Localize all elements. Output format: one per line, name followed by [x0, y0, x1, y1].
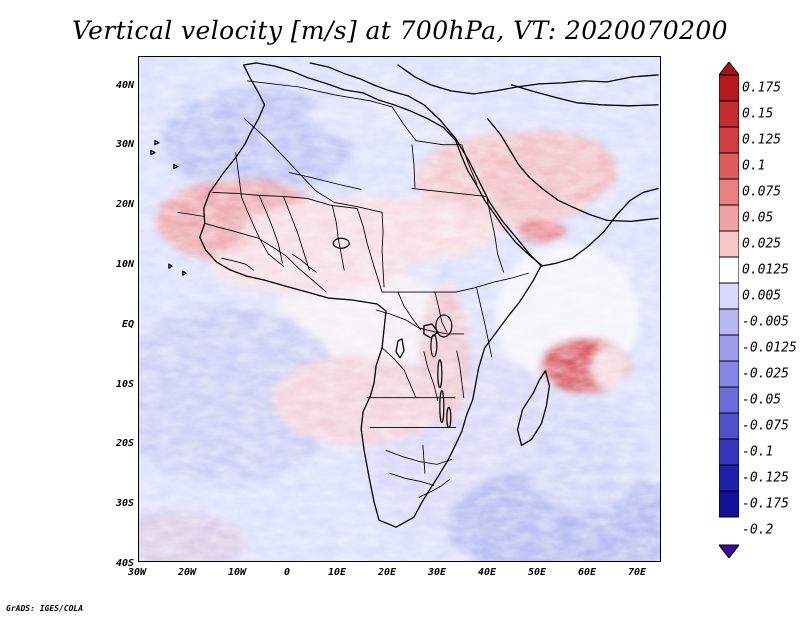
legend-label-0.025: 0.025 [742, 236, 782, 252]
legend-label--0.05: -0.05 [742, 392, 782, 408]
colorbar-swatch-12 [719, 360, 739, 388]
legend-label-0.175: 0.175 [742, 80, 782, 96]
lon-label-10w: 10W [227, 567, 247, 578]
colorbar-swatch-7 [719, 230, 739, 258]
lat-label-40n: 40N [115, 80, 134, 91]
lat-label-30n: 30N [115, 139, 134, 150]
legend-label-0.005: 0.005 [742, 288, 782, 304]
colorbar-swatch-6 [719, 204, 739, 232]
legend-label--0.2: -0.2 [742, 522, 774, 538]
colorbar-swatch-10 [719, 308, 739, 336]
legend-label--0.075: -0.075 [742, 418, 789, 434]
lat-label-40s: 40S [115, 558, 134, 569]
lat-label-eq: EQ [121, 319, 134, 330]
colorbar-swatch-1 [719, 74, 739, 102]
lon-label-0: 0 [283, 567, 291, 578]
colorbar-swatch-16 [719, 464, 739, 492]
lakes [332, 237, 453, 429]
lon-label-10e: 10E [327, 567, 347, 578]
legend-label-0.125: 0.125 [742, 132, 782, 148]
legend-label--0.0125: -0.0125 [742, 340, 797, 356]
legend-label--0.005: -0.005 [742, 314, 789, 330]
colorbar-top-arrow [719, 62, 739, 76]
colorbar-swatch-3 [719, 126, 739, 154]
lon-label-30w: 30W [127, 567, 147, 578]
lat-label-20n: 20N [115, 199, 134, 210]
lat-label-10n: 10N [115, 259, 134, 270]
legend-label--0.1: -0.1 [742, 444, 774, 460]
coastlines [150, 62, 659, 528]
colorbar-bottom-arrow [719, 544, 739, 558]
lon-label-40e: 40E [477, 567, 497, 578]
lon-label-70e: 70E [627, 567, 647, 578]
colorbar-swatch-11 [719, 334, 739, 362]
colorbar-swatches [719, 62, 739, 558]
map-canvas [139, 57, 660, 561]
colorbar-swatch-17 [719, 490, 739, 518]
colorbar-swatch-2 [719, 100, 739, 128]
legend-label-0.1: 0.1 [742, 158, 766, 174]
lon-label-20w: 20W [177, 567, 197, 578]
legend-label-0.0125: 0.0125 [742, 262, 789, 278]
grads-credit: GrADS: IGES/COLA [6, 604, 84, 613]
colorbar-swatch-4 [719, 152, 739, 180]
legend-label-0.075: 0.075 [742, 184, 782, 200]
colorbar [719, 62, 739, 558]
field-texture [139, 57, 660, 561]
lon-label-60e: 60E [577, 567, 597, 578]
colorbar-swatch-15 [719, 438, 739, 466]
lon-label-20e: 20E [377, 567, 397, 578]
lat-label-30s: 30S [115, 498, 134, 509]
colorbar-swatch-13 [719, 386, 739, 414]
vertical-velocity-map [138, 56, 661, 562]
legend-label--0.025: -0.025 [742, 366, 789, 382]
legend-label--0.125: -0.125 [742, 470, 789, 486]
lat-label-10s: 10S [115, 379, 134, 390]
colorbar-swatch-14 [719, 412, 739, 440]
legend-label-0.05: 0.05 [742, 210, 774, 226]
colorbar-swatch-9 [719, 282, 739, 310]
legend-label--0.175: -0.175 [742, 496, 789, 512]
lat-label-20s: 20S [115, 438, 134, 449]
colorbar-swatch-8 [719, 256, 739, 284]
legend-label-0.15: 0.15 [742, 106, 774, 122]
plot-title: Vertical velocity [m/s] at 700hPa, VT: 2… [72, 16, 728, 45]
lon-label-30e: 30E [427, 567, 447, 578]
colorbar-swatch-5 [719, 178, 739, 206]
lon-label-50e: 50E [527, 567, 547, 578]
